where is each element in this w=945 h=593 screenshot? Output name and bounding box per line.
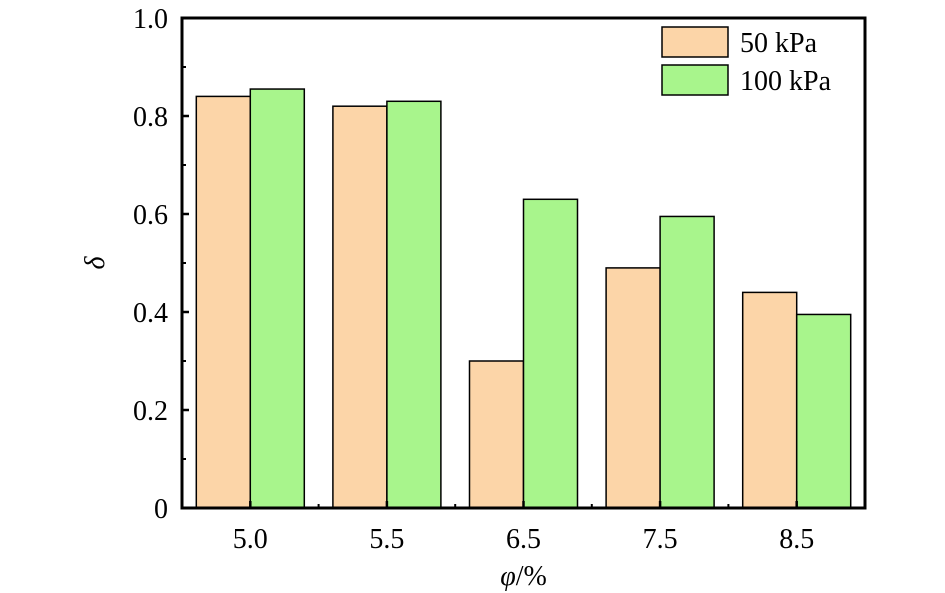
y-axis-title: δ — [80, 256, 111, 270]
x-tick-label: 7.5 — [643, 524, 678, 555]
legend-swatch — [661, 26, 729, 58]
bar-100-kpa-7.5 — [659, 215, 715, 509]
legend: 50 kPa 100 kPa — [661, 26, 832, 97]
y-tick-label: 0.6 — [133, 200, 168, 231]
x-tick-label: 5.5 — [369, 524, 404, 555]
bar-50-kpa-5.0 — [195, 95, 252, 509]
x-axis-unit: /% — [516, 561, 547, 592]
bar-50-kpa-6.5 — [468, 360, 525, 509]
bars-group — [195, 88, 852, 509]
x-ticks-group: 5.0 5.5 6.5 7.5 8.5 — [233, 501, 814, 555]
x-tick-label: 6.5 — [506, 524, 541, 555]
y-tick-label: 0.2 — [133, 396, 168, 427]
y-tick-label: 0.4 — [133, 298, 168, 329]
bar-50-kpa-7.5 — [605, 267, 661, 509]
legend-label: 100 kPa — [740, 66, 832, 97]
y-tick-label: 0 — [154, 494, 168, 525]
y-tick-label: 1.0 — [133, 4, 168, 35]
legend-swatch — [661, 64, 729, 96]
y-ticks-group: 0 0.2 0.4 0.6 0.8 1.0 — [133, 4, 189, 525]
x-axis-title: φ/% — [500, 561, 547, 592]
x-tick-label: 5.0 — [233, 524, 268, 555]
bar-100-kpa-6.5 — [522, 198, 579, 509]
x-axis-symbol: φ — [500, 561, 516, 592]
x-tick-label: 8.5 — [779, 524, 814, 555]
bar-100-kpa-5.0 — [249, 88, 306, 509]
bar-50-kpa-8.5 — [741, 291, 798, 509]
bar-100-kpa-5.5 — [386, 100, 442, 509]
bar-50-kpa-5.5 — [332, 105, 388, 509]
bar-100-kpa-8.5 — [795, 313, 852, 509]
legend-label: 50 kPa — [740, 28, 818, 59]
y-tick-label: 0.8 — [133, 102, 168, 133]
